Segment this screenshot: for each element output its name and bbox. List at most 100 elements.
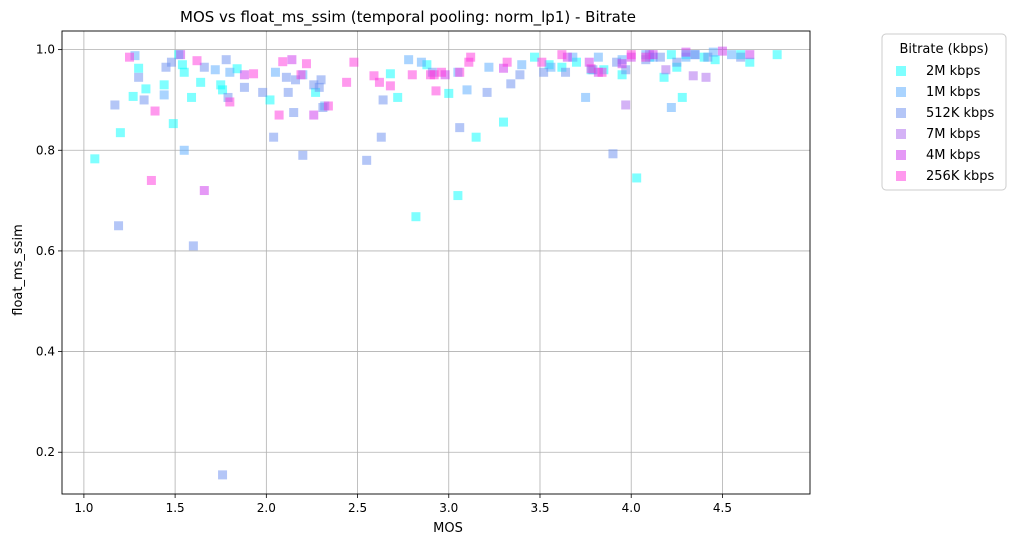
data-point-4m-kbps xyxy=(617,59,627,69)
data-point-512k-kbps xyxy=(269,132,279,142)
data-point-2m-kbps xyxy=(385,69,395,79)
data-point-256k-kbps xyxy=(349,57,359,67)
data-point-2m-kbps xyxy=(632,173,642,183)
legend-marker-512k-kbps xyxy=(896,108,906,118)
data-point-256k-kbps xyxy=(502,57,512,67)
legend-title: Bitrate (kbps) xyxy=(899,42,988,57)
data-point-2m-kbps xyxy=(265,95,275,105)
data-point-256k-kbps xyxy=(385,81,395,91)
data-point-2m-kbps xyxy=(90,154,100,164)
data-point-2m-kbps xyxy=(218,85,228,95)
data-point-1m-kbps xyxy=(225,67,235,77)
data-point-2m-kbps xyxy=(115,128,125,138)
legend-marker-7m-kbps xyxy=(896,129,906,139)
data-point-1m-kbps xyxy=(666,102,676,112)
data-point-512k-kbps xyxy=(455,123,465,133)
data-point-2m-kbps xyxy=(659,72,669,82)
data-point-2m-kbps xyxy=(422,60,432,70)
data-point-2m-kbps xyxy=(453,191,463,201)
data-point-256k-kbps xyxy=(464,57,474,67)
data-point-4m-kbps xyxy=(681,47,691,57)
y-tick-label: 0.4 xyxy=(36,345,55,359)
data-point-2m-kbps xyxy=(159,80,169,90)
data-point-512k-kbps xyxy=(515,70,525,80)
data-point-256k-kbps xyxy=(369,71,379,81)
data-point-2m-kbps xyxy=(444,88,454,98)
x-tick-label: 1.5 xyxy=(166,501,185,515)
x-axis-label: MOS xyxy=(433,521,463,536)
data-point-1m-kbps xyxy=(462,85,472,95)
data-point-512k-kbps xyxy=(561,67,571,77)
data-point-7m-kbps xyxy=(688,71,698,81)
data-point-2m-kbps xyxy=(134,63,144,73)
data-points xyxy=(90,46,782,480)
data-point-256k-kbps xyxy=(436,67,446,77)
data-point-2m-kbps xyxy=(393,92,403,102)
data-point-1m-kbps xyxy=(546,62,556,72)
data-point-2m-kbps xyxy=(710,55,720,65)
data-point-256k-kbps xyxy=(597,67,607,77)
data-point-4m-kbps xyxy=(745,50,755,60)
data-point-256k-kbps xyxy=(374,77,384,87)
data-point-512k-kbps xyxy=(114,221,124,231)
y-tick-label: 1.0 xyxy=(36,43,55,57)
grid-lines xyxy=(62,31,810,494)
data-point-1m-kbps xyxy=(130,51,140,61)
data-point-256k-kbps xyxy=(225,97,235,107)
data-point-256k-kbps xyxy=(537,57,547,67)
data-point-512k-kbps xyxy=(166,57,176,67)
legend-marker-2m-kbps xyxy=(896,66,906,76)
data-point-1m-kbps xyxy=(681,52,691,62)
legend-marker-256k-kbps xyxy=(896,171,906,181)
data-point-2m-kbps xyxy=(677,92,687,102)
x-tick-label: 3.5 xyxy=(530,501,549,515)
data-point-256k-kbps xyxy=(586,64,596,74)
data-point-1m-kbps xyxy=(593,52,603,62)
legend-label-512k-kbps: 512K kbps xyxy=(926,106,995,121)
legend-label-256k-kbps: 256K kbps xyxy=(926,169,995,184)
data-point-512k-kbps xyxy=(298,150,308,160)
data-point-512k-kbps xyxy=(218,470,228,480)
y-tick-label: 0.8 xyxy=(36,143,55,157)
data-point-256k-kbps xyxy=(466,52,476,62)
legend: Bitrate (kbps) 2M kbps 1M kbps 512K kbps 7M… xyxy=(881,33,1007,191)
data-point-2m-kbps xyxy=(177,60,187,70)
data-point-2m-kbps xyxy=(772,50,782,60)
data-point-512k-kbps xyxy=(318,102,328,112)
data-point-256k-kbps xyxy=(429,70,439,80)
legend-marker-1m-kbps xyxy=(896,87,906,97)
x-tick-label: 4.5 xyxy=(713,501,732,515)
x-tick-label: 4.0 xyxy=(622,501,641,515)
data-point-256k-kbps xyxy=(323,101,333,111)
data-point-2m-kbps xyxy=(617,70,627,80)
data-point-2m-kbps xyxy=(557,62,567,72)
data-point-512k-kbps xyxy=(110,100,120,110)
data-point-256k-kbps xyxy=(278,57,288,67)
data-point-2m-kbps xyxy=(499,117,509,127)
data-point-4m-kbps xyxy=(176,50,186,60)
data-point-7m-kbps xyxy=(701,72,711,82)
y-axis-label: float_ms_ssim xyxy=(11,224,26,315)
data-point-1m-kbps xyxy=(210,65,220,75)
data-point-2m-kbps xyxy=(196,77,206,87)
data-point-512k-kbps xyxy=(199,62,209,72)
data-point-256k-kbps xyxy=(641,52,651,62)
data-point-512k-kbps xyxy=(291,75,301,85)
data-point-1m-kbps xyxy=(568,52,578,62)
data-point-1m-kbps xyxy=(708,47,718,57)
data-point-256k-kbps xyxy=(455,67,465,77)
data-point-4m-kbps xyxy=(239,70,249,80)
data-point-1m-kbps xyxy=(404,55,414,65)
data-point-2m-kbps xyxy=(128,91,138,101)
data-point-512k-kbps xyxy=(672,57,682,67)
data-point-2m-kbps xyxy=(672,62,682,72)
data-point-4m-kbps xyxy=(309,110,319,120)
data-point-512k-kbps xyxy=(161,62,171,72)
data-point-2m-kbps xyxy=(471,132,481,142)
data-point-2m-kbps xyxy=(666,50,676,60)
data-point-1m-kbps xyxy=(517,60,527,70)
data-point-256k-kbps xyxy=(431,86,441,96)
data-point-2m-kbps xyxy=(232,64,242,74)
data-point-2m-kbps xyxy=(530,52,540,62)
